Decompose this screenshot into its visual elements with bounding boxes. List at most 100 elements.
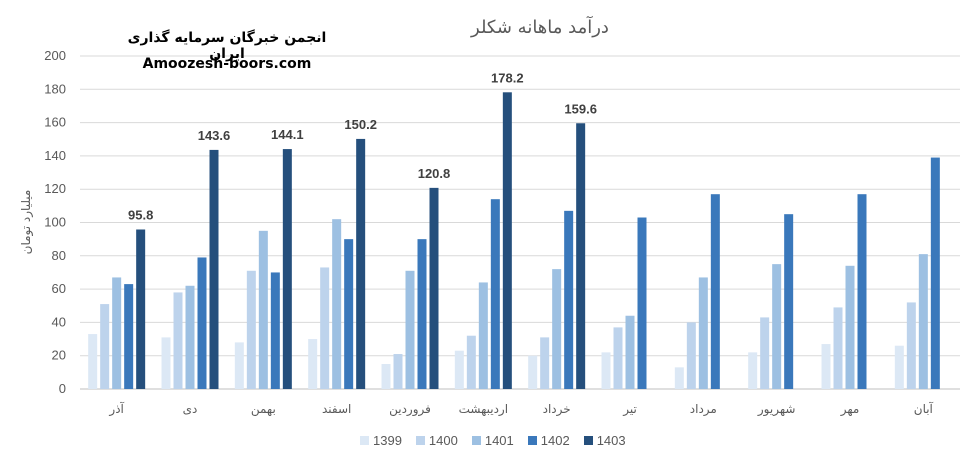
bars	[88, 92, 940, 390]
x-tick-label: اردیبهشت	[459, 402, 508, 417]
legend-item: 1401	[471, 432, 514, 448]
bar-1403	[282, 149, 292, 389]
bar-1401	[552, 269, 562, 389]
bar-1403	[429, 187, 439, 389]
brand-name: انجمن خبرگان سرمایه گذاری ایران	[127, 30, 327, 62]
bar-1402	[637, 217, 647, 389]
bar-1401	[625, 315, 635, 389]
y-tick-label: 180	[44, 81, 66, 96]
y-tick-label: 20	[52, 348, 66, 363]
bar-1400	[760, 317, 770, 389]
x-tick-label: خرداد	[543, 402, 571, 417]
bar-1400	[246, 270, 256, 389]
legend: 1399 1400 1401 1402 1403	[360, 432, 640, 448]
bar-1401	[332, 219, 342, 389]
bar-1403	[209, 149, 219, 389]
bar-1402	[270, 272, 280, 389]
x-tick-label: آذر	[108, 401, 124, 417]
bar-1399	[674, 367, 684, 389]
data-label: 150.2	[344, 117, 377, 132]
bar-1400	[613, 327, 623, 389]
bar-1399	[748, 352, 758, 389]
data-labels: 95.8 143.6 144.1 150.2 120.8 178.2 159.6	[128, 70, 597, 222]
legend-item: 1402	[527, 432, 570, 448]
y-tick-label: 0	[59, 381, 66, 396]
legend-label: 1400	[428, 432, 458, 448]
bar-1401	[698, 277, 708, 389]
x-tick-label: مرداد	[690, 402, 717, 417]
x-tick-label: فروردین	[389, 402, 431, 417]
bar-1401	[405, 270, 415, 389]
bar-1401	[258, 230, 268, 389]
bar-1399	[821, 344, 831, 389]
bar-1402	[344, 239, 354, 389]
bar-1401	[772, 264, 782, 389]
bar-1402	[197, 257, 207, 389]
y-tick-label: 200	[44, 48, 66, 63]
legend-item: 1403	[583, 432, 626, 448]
bar-1399	[161, 337, 171, 389]
x-tick-label: تیر	[622, 402, 637, 417]
x-tick-label: دی	[183, 402, 198, 416]
gridlines	[80, 55, 960, 390]
y-tick-label: 60	[52, 281, 66, 296]
bar-1400	[833, 307, 843, 389]
bar-1401	[185, 285, 195, 389]
bar-1401	[918, 254, 928, 389]
legend-swatch	[527, 435, 537, 445]
legend-swatch	[415, 435, 425, 445]
x-tick-label: مهر	[840, 402, 860, 417]
y-tick-label: 120	[44, 181, 66, 196]
bar-1400	[173, 292, 183, 389]
legend-item: 1399	[360, 433, 402, 448]
bar-1399	[601, 352, 611, 389]
bar-1402	[124, 284, 134, 389]
bar-1403	[576, 123, 586, 390]
bar-1403	[136, 229, 146, 389]
bar-1400	[393, 354, 403, 389]
bar-1402	[417, 239, 427, 389]
y-tick-label: 100	[44, 215, 66, 230]
brand-website: Amoozesh-boors.com	[142, 56, 312, 72]
bar-1401	[478, 282, 488, 389]
x-tick-label: بهمن	[251, 402, 276, 417]
bar-1402	[930, 157, 940, 389]
legend-item: 1400	[415, 432, 458, 448]
bar-1402	[564, 210, 574, 389]
data-label: 178.2	[491, 70, 524, 85]
x-tick-label: اسفند	[322, 402, 351, 416]
bar-1401	[112, 277, 122, 389]
bar-1402	[710, 194, 720, 389]
legend-label: 1399	[373, 432, 402, 448]
data-label: 143.6	[198, 128, 231, 143]
x-tick-label: شهریور	[757, 402, 796, 417]
bar-1399	[308, 339, 318, 389]
y-tick-label: 140	[44, 148, 66, 163]
legend-swatch	[583, 435, 593, 445]
bar-1399	[894, 345, 904, 389]
y-tick-label: 160	[44, 115, 66, 130]
bar-1400	[100, 304, 110, 389]
y-axis-ticks: 0 20 40 60 80 100 120 140 160 180 200	[44, 48, 66, 396]
bar-1400	[320, 267, 330, 389]
legend-label: 1402	[540, 432, 570, 448]
y-axis-label: میلیارد تومان	[19, 190, 34, 255]
bar-1400	[686, 322, 696, 389]
data-label: 159.6	[564, 101, 597, 116]
legend-label: 1401	[484, 432, 514, 448]
bar-1399	[88, 334, 98, 389]
bar-1400	[466, 335, 476, 389]
bar-1399	[381, 364, 391, 389]
y-tick-label: 40	[52, 314, 66, 329]
chart-title: درآمد ماهانه شکلر	[470, 15, 609, 38]
data-label: 120.8	[418, 166, 451, 181]
legend-label: 1403	[596, 432, 626, 448]
bar-1403	[356, 138, 366, 389]
bar-1399	[234, 342, 244, 389]
legend-swatch	[360, 435, 369, 445]
bar-1399	[528, 355, 538, 389]
bar-1399	[454, 350, 464, 389]
bar-1402	[490, 199, 500, 389]
bar-1400	[540, 337, 550, 389]
